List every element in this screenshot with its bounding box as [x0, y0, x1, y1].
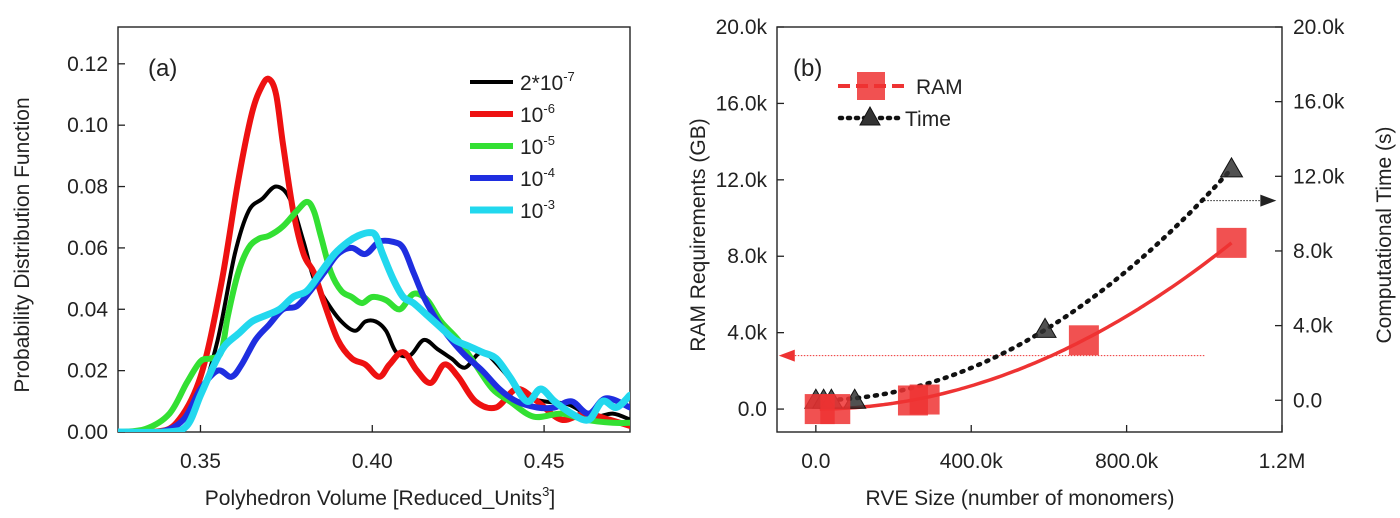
x-tick-labels-a: 0.35 0.40 0.45 — [180, 450, 564, 473]
y-right-tick-labels-b: 0.0 4.0k 8.0k 12.0k 16.0k 20.0k — [1293, 16, 1345, 412]
fit-curves-b — [819, 166, 1234, 411]
legend-label-ram: RAM — [916, 76, 963, 99]
y-left-tick-label-b: 0.0 — [738, 398, 767, 421]
y-left-tick-labels-b: 0.0 4.0k 8.0k 12.0k 16.0k 20.0k — [716, 16, 768, 421]
legend-label-sup-a: -3 — [543, 197, 555, 212]
legend-label-main-a: 10 — [520, 168, 543, 191]
series-line-a — [118, 229, 630, 432]
x-tick-label-a: 0.40 — [352, 450, 393, 473]
y-left-tick-label-b: 16.0k — [716, 92, 768, 115]
legend-label-main-a: 10 — [520, 104, 543, 127]
legend-label-time: Time — [905, 108, 951, 131]
legend-marker-ram — [857, 72, 885, 100]
legend-label-a: 10-3 — [520, 197, 555, 223]
panel-label-a: (a) — [148, 55, 177, 82]
ram-point-marker — [820, 394, 851, 425]
legend-label-sup-a: -6 — [543, 101, 555, 116]
ram-point-marker — [1216, 227, 1247, 258]
ram-point-marker — [1068, 325, 1099, 356]
y-axis-left-label-b: RAM Requirements (GB) — [687, 118, 710, 351]
plot-frame-a — [117, 26, 631, 433]
y-right-tick-label-b: 0.0 — [1293, 389, 1322, 412]
y-right-tick-label-b: 16.0k — [1293, 91, 1345, 114]
y-tick-label-a: 0.04 — [67, 298, 108, 321]
y-left-tick-label-b: 12.0k — [716, 169, 768, 192]
legend-label-main-a: 10 — [520, 136, 543, 159]
x-tick-label-a: 0.35 — [180, 450, 221, 473]
fit-curve-ram — [819, 241, 1233, 411]
time-point-marker — [1033, 317, 1057, 338]
y-left-tick-label-b: 8.0k — [727, 245, 767, 268]
y-right-tick-label-b: 12.0k — [1293, 165, 1345, 188]
series-line-a — [118, 75, 630, 432]
x-tick-label-b: 800.0k — [1095, 450, 1159, 473]
annotation-arrows-b — [778, 194, 1277, 362]
x-tick-label-b: 1.2M — [1259, 450, 1306, 473]
legend-label-main-a: 2*10 — [520, 72, 563, 95]
x-axis-label-a: Polyhedron Volume [Reduced_Units3] — [205, 484, 555, 510]
chart-panel-b: 0.0 4.0k 8.0k 12.0k 16.0k 20.0k 0.0 4.0k 8.0k 12… — [687, 16, 1396, 510]
y-axis-label-a: Probability Distribution Function — [11, 97, 34, 392]
legend-label-a: 10-6 — [520, 101, 555, 127]
x-axis-label-main-a: Polyhedron Volume [Reduced_Units — [205, 487, 542, 510]
ram-point-marker — [909, 384, 940, 415]
series-group-a — [118, 75, 630, 432]
y-tick-label-a: 0.08 — [67, 176, 108, 199]
x-tick-label-b: 0.0 — [801, 450, 830, 473]
y-tick-label-a: 0.02 — [67, 360, 108, 383]
legend-label-sup-a: -4 — [543, 165, 555, 180]
y-tick-label-a: 0.12 — [67, 53, 108, 76]
y-tick-label-a: 0.10 — [67, 114, 108, 137]
x-tick-labels-b: 0.0 400.0k 800.0k 1.2M — [801, 450, 1305, 473]
y-tick-label-a: 0.00 — [67, 421, 108, 444]
y-axis-right-label-b: Computational Time (s) — [1373, 126, 1396, 343]
y-left-tick-label-b: 4.0k — [727, 322, 767, 345]
legend-label-a: 2*10-7 — [520, 69, 575, 95]
time-point-marker — [1219, 156, 1244, 178]
y-right-tick-label-b: 4.0k — [1293, 315, 1333, 338]
fit-curve-time — [836, 166, 1234, 402]
tick-marks-b — [777, 26, 1283, 432]
x-tick-label-b: 400.0k — [940, 450, 1004, 473]
legend-marker-time — [859, 105, 881, 126]
x-axis-label-end-a: ] — [549, 487, 555, 510]
plot-frame-b — [776, 26, 1283, 433]
chart-panel-a: 0.00 0.02 0.04 0.06 0.08 0.10 0.12 0.35 0.40 0.4… — [11, 26, 631, 510]
legend-label-sup-a: -7 — [563, 69, 575, 84]
y-left-tick-label-b: 20.0k — [716, 16, 768, 39]
x-axis-label-sup-a: 3 — [542, 484, 549, 499]
legend-b: RAM Time — [837, 72, 963, 131]
legend-label-main-a: 10 — [520, 200, 543, 223]
y-right-tick-label-b: 8.0k — [1293, 240, 1333, 263]
y-tick-labels-a: 0.00 0.02 0.04 0.06 0.08 0.10 0.12 — [67, 53, 108, 444]
x-axis-label-b: RVE Size (number of monomers) — [866, 487, 1175, 510]
legend-label-sup-a: -5 — [543, 133, 555, 148]
x-tick-label-a: 0.45 — [524, 450, 565, 473]
legend-label-a: 10-5 — [520, 133, 555, 159]
legend-a: 2*10-710-610-510-410-3 — [470, 69, 575, 223]
y-right-tick-label-b: 20.0k — [1293, 16, 1345, 39]
legend-label-a: 10-4 — [520, 165, 555, 191]
data-points-b — [803, 156, 1247, 425]
panel-label-b: (b) — [793, 55, 822, 82]
y-tick-label-a: 0.06 — [67, 237, 108, 260]
annotation-arrow-head — [1260, 194, 1277, 207]
annotation-arrow-head — [778, 349, 795, 362]
